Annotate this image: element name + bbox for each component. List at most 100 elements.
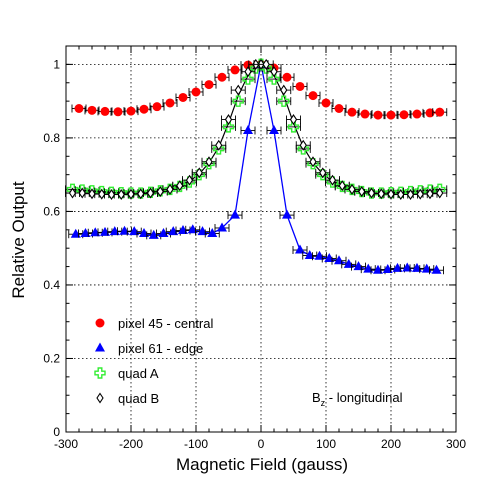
- data-point: [399, 110, 409, 120]
- data-point: [416, 188, 424, 200]
- data-point: [146, 187, 155, 199]
- data-point: [234, 84, 242, 96]
- data-point: [204, 80, 214, 90]
- data-point: [165, 98, 175, 108]
- data-point: [242, 73, 254, 85]
- y-tick-label: 0.2: [43, 351, 60, 365]
- data-point: [137, 188, 145, 200]
- data-point: [156, 186, 164, 198]
- data-point: [127, 188, 135, 200]
- data-point: [402, 262, 413, 272]
- data-point: [126, 106, 136, 116]
- y-tick-label: 0.8: [43, 131, 60, 145]
- data-point: [68, 187, 77, 199]
- data-point: [217, 72, 227, 82]
- legend-marker: [96, 392, 104, 404]
- data-point: [412, 109, 422, 119]
- data-point: [295, 244, 305, 254]
- data-point: [119, 225, 130, 235]
- data-point: [397, 189, 405, 201]
- data-point: [215, 139, 223, 151]
- data-point: [205, 156, 213, 168]
- data-point: [243, 125, 253, 135]
- data-point: [88, 188, 96, 200]
- x-axis-label: Magnetic Field (gauss): [176, 455, 348, 474]
- data-point: [431, 264, 442, 274]
- data-point: [385, 186, 397, 199]
- data-point: [358, 186, 366, 198]
- data-point: [98, 188, 106, 200]
- annotation: Bz - longitudinal: [312, 390, 403, 408]
- annotation-main: B: [312, 390, 321, 405]
- series-0: [71, 59, 448, 120]
- legend-label: quad B: [118, 391, 159, 406]
- data-point: [230, 209, 240, 219]
- data-point: [117, 189, 125, 201]
- grid-lines: [66, 46, 456, 432]
- y-tick-label: 0: [53, 425, 60, 439]
- data-point: [166, 183, 174, 195]
- data-point: [425, 108, 435, 118]
- data-point: [74, 103, 84, 113]
- data-point: [207, 227, 218, 237]
- data-point: [436, 187, 444, 199]
- data-point: [185, 174, 194, 186]
- x-tick-label: 300: [446, 437, 466, 451]
- data-point: [304, 250, 315, 260]
- data-point: [386, 110, 396, 120]
- y-tick-label: 0.6: [43, 204, 60, 218]
- data-point: [78, 187, 86, 199]
- series-group: [65, 58, 448, 275]
- data-point: [334, 103, 344, 113]
- data-point: [321, 98, 331, 108]
- series-3: [65, 58, 448, 201]
- data-point: [406, 189, 415, 201]
- x-tick-label: 100: [316, 437, 336, 451]
- data-point: [426, 188, 434, 200]
- data-point: [230, 65, 240, 75]
- series-1: [68, 58, 444, 275]
- x-tick-label: -100: [184, 437, 208, 451]
- data-point: [217, 222, 227, 232]
- axis-ticks: -300 -200 -100 0 100 200 300 0 0.2 0.4 0.6 0.8 1: [43, 46, 466, 451]
- x-tick-label: -300: [54, 437, 78, 451]
- x-tick-label: 0: [258, 437, 265, 451]
- fit-line: [72, 63, 440, 195]
- data-point: [395, 186, 407, 199]
- data-point: [289, 114, 298, 126]
- data-point: [178, 92, 188, 102]
- data-point: [282, 72, 292, 82]
- data-point: [348, 183, 356, 195]
- data-point: [269, 125, 279, 135]
- legend-marker: [95, 342, 105, 352]
- legend-marker: [95, 318, 105, 328]
- data-point: [105, 186, 118, 199]
- x-tick-label: -200: [119, 437, 143, 451]
- data-point: [125, 187, 137, 199]
- data-point: [338, 180, 346, 192]
- series-2: [65, 58, 448, 199]
- y-tick-label: 1: [53, 57, 60, 71]
- data-point: [224, 114, 233, 126]
- x-tick-label: 200: [381, 437, 401, 451]
- data-point: [262, 58, 270, 70]
- y-tick-label: 0.4: [43, 278, 60, 292]
- data-point: [113, 107, 123, 117]
- fit-line-group: [72, 63, 440, 195]
- data-point: [299, 139, 307, 151]
- data-point: [377, 188, 385, 200]
- annotation-sub: z: [321, 398, 326, 408]
- data-point: [278, 95, 290, 107]
- data-point: [222, 121, 235, 133]
- data-point: [280, 84, 288, 96]
- legend-label: quad A: [118, 366, 159, 381]
- data-point: [328, 174, 337, 186]
- legend-label: pixel 45 - central: [118, 316, 213, 331]
- data-point: [115, 186, 127, 199]
- annotation-rest: - longitudinal: [325, 390, 402, 405]
- data-point: [308, 91, 318, 101]
- data-point: [435, 107, 445, 117]
- data-point: [270, 66, 278, 78]
- data-point: [347, 107, 357, 117]
